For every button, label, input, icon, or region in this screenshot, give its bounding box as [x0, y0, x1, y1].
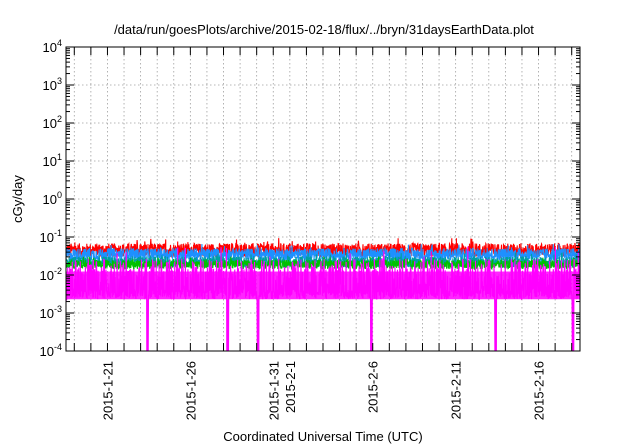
- y-tick-label: 103: [43, 76, 62, 93]
- grid: [66, 47, 580, 351]
- x-tick-label: 2015-2-11: [449, 361, 464, 419]
- series-line-4: [65, 256, 581, 271]
- x-tick-label: 2015-2-16: [532, 361, 547, 420]
- x-tick-label: 2015-1-26: [183, 361, 198, 420]
- x-tick-label: 2015-2-6: [366, 361, 381, 413]
- x-axis-label: Coordinated Universal Time (UTC): [223, 429, 422, 444]
- y-tick-label: 10-3: [40, 304, 62, 321]
- y-tick-label: 10-4: [40, 342, 62, 359]
- series-layer: [65, 238, 581, 352]
- y-tick-label: 10-1: [40, 228, 62, 245]
- x-tick-label: 2015-1-31: [266, 361, 281, 420]
- y-tick-label: 101: [43, 152, 62, 169]
- y-axis-label: cGy/day: [10, 175, 25, 223]
- x-tick-labels: 2015-1-21 2015-1-26 2015-1-31 2015-2-1 2015-…: [100, 361, 546, 420]
- ticks: [66, 46, 580, 352]
- x-tick-label: 2015-1-21: [100, 361, 115, 420]
- series-band: [66, 271, 580, 300]
- chart-title: /data/run/goesPlots/archive/2015-02-18/f…: [114, 22, 534, 37]
- y-tick-label: 10-2: [40, 266, 62, 283]
- y-tick-label: 104: [43, 38, 62, 55]
- y-tick-label: 100: [43, 190, 62, 207]
- x-tick-label: 2015-2-1: [283, 361, 298, 413]
- y-tick-labels: 10-4 10-3 10-2 10-1 100 101 102 103 104: [40, 38, 62, 359]
- y-tick-label: 102: [43, 114, 62, 131]
